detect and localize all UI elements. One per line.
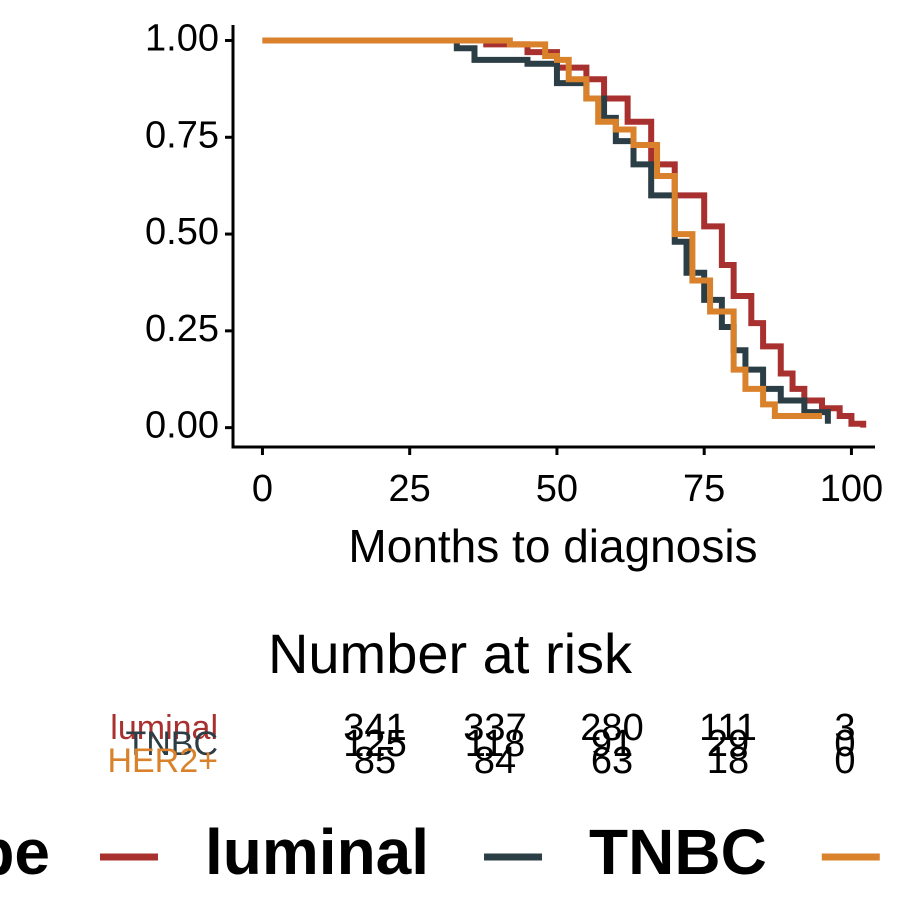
x-tick-label: 0 [252,468,273,510]
risk-table-title: Number at risk [268,622,633,685]
y-tick-label: 0.75 [145,114,219,156]
risk-row-label: TNBC [125,725,218,763]
x-axis-title: Months to diagnosis [348,520,757,572]
risk-count: 0 [834,723,855,765]
risk-count: 3 [834,707,855,749]
y-tick-label: 0.25 [145,308,219,350]
risk-count: 85 [354,740,396,782]
x-tick-label: 100 [820,468,883,510]
survival-curve [262,37,831,424]
risk-count: 125 [343,723,406,765]
y-tick-label: 0.00 [145,405,219,447]
risk-count: 0 [834,740,855,782]
risk-count: 18 [707,740,749,782]
risk-row-label: HER2+ [107,742,218,780]
risk-count: 111 [699,707,757,749]
risk-count: 337 [463,707,526,749]
risk-count: 63 [591,740,633,782]
risk-count: 341 [343,707,406,749]
risk-count: 29 [707,723,749,765]
x-tick-label: 75 [683,468,725,510]
legend-label: TNBC [589,816,767,888]
risk-count: 84 [474,740,516,782]
legend-title: Subtype [0,816,50,888]
risk-count: 118 [465,723,526,765]
survival-curve [262,37,867,428]
y-tick-label: 1.00 [145,18,219,60]
legend-label: luminal [205,816,429,888]
x-tick-label: 25 [389,468,431,510]
risk-row-label: luminal [110,709,218,747]
risk-count: 91 [591,723,633,765]
risk-count: 280 [580,707,643,749]
x-tick-label: 50 [536,468,578,510]
survival-curve [262,37,822,420]
y-tick-label: 0.50 [145,211,219,253]
